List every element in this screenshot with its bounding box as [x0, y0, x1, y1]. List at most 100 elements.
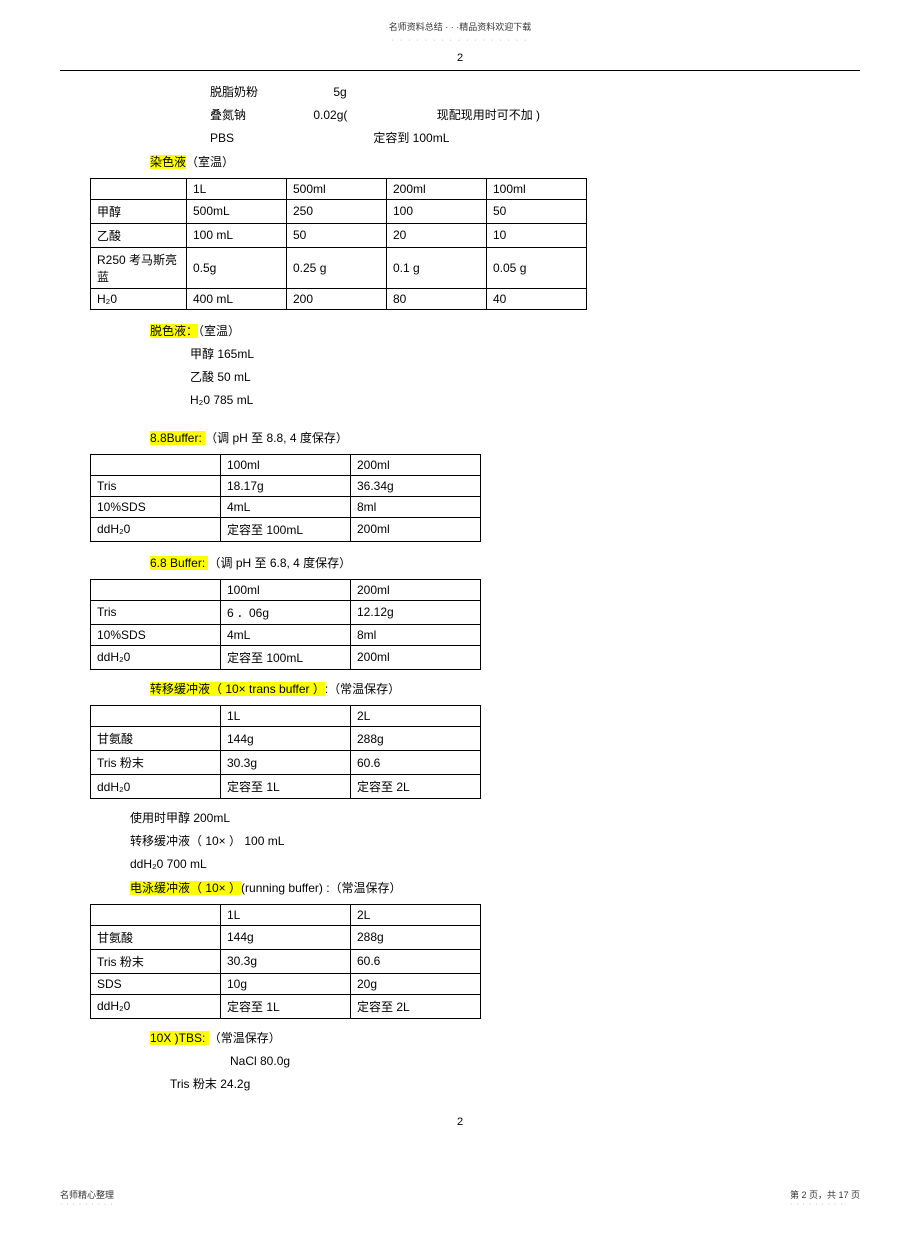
- usage-line: 使用时甲醇 200mL: [130, 807, 830, 830]
- highlight: 10X )TBS:: [150, 1031, 209, 1045]
- ingredient-line: 叠氮钠 0.02g( 现配现用时可不加 ): [210, 104, 830, 127]
- table-cell: 30.3g: [221, 751, 351, 775]
- table-cell: 288g: [351, 727, 481, 751]
- heading-rest: （调 pH 至 8.8, 4 度保存）: [205, 431, 348, 445]
- table-cell: SDS: [91, 973, 221, 994]
- header-text: 名师资料总结 · · ·精品资料欢迎下载: [60, 20, 860, 33]
- table-cell: 4mL: [221, 496, 351, 517]
- section-heading: 6.8 Buffer: （调 pH 至 6.8, 4 度保存）: [150, 552, 830, 575]
- table-cell: 288g: [351, 925, 481, 949]
- footer-dots: · · · · · · · · ·: [60, 1201, 114, 1208]
- table-cell: 2L: [351, 706, 481, 727]
- buffer-88-table: 100ml200ml Tris18.17g36.34g 10%SDS4mL8ml…: [90, 454, 481, 542]
- table-cell: 60.6: [351, 751, 481, 775]
- section-heading: 染色液（室温）: [150, 151, 830, 174]
- table-header-row: 100ml200ml: [91, 579, 481, 600]
- table-cell: 60.6: [351, 949, 481, 973]
- table-cell: ddH₂0: [91, 645, 221, 669]
- ingredient-line: Tris 粉末 24.2g: [170, 1073, 830, 1096]
- table-cell: 12.12g: [351, 600, 481, 624]
- buffer-68-table: 100ml200ml Tris6 ．06g12.12g 10%SDS4mL8ml…: [90, 579, 481, 670]
- horizontal-rule: [60, 70, 860, 71]
- table-cell: 4mL: [221, 624, 351, 645]
- table-cell: 200ml: [387, 178, 487, 199]
- table-row: Tris 粉末30.3g60.6: [91, 949, 481, 973]
- table-cell: 0.25 g: [287, 247, 387, 288]
- table-cell: 2L: [351, 904, 481, 925]
- table-row: 甲醇500mL25010050: [91, 199, 587, 223]
- heading-rest: （室温）: [186, 155, 234, 169]
- table-cell: 80: [387, 288, 487, 309]
- note: 现配现用时可不加 ): [437, 106, 540, 125]
- table-cell: 18.17g: [221, 475, 351, 496]
- table-cell: 1L: [221, 706, 351, 727]
- highlight: 6.8 Buffer:: [150, 556, 208, 570]
- section-heading: 电泳缓冲液（ 10× ）(running buffer) :（常温保存）: [130, 877, 830, 900]
- table-cell: 144g: [221, 727, 351, 751]
- footer-right: 第 2 页，共 17 页 · · · · · · · · ·: [790, 1188, 860, 1208]
- table-row: ddH₂0定容至 100mL200ml: [91, 517, 481, 541]
- ingredient-line: 脱脂奶粉 5g: [210, 81, 830, 104]
- table-cell: 40: [487, 288, 587, 309]
- label: PBS: [210, 129, 370, 148]
- table-cell: ddH₂0: [91, 775, 221, 799]
- table-cell: 8ml: [351, 496, 481, 517]
- heading-rest: （室温）: [198, 324, 240, 338]
- table-cell: 10%SDS: [91, 624, 221, 645]
- ingredient-line: 乙酸 50 mL: [190, 366, 830, 389]
- table-row: R250 考马斯亮蓝0.5g0.25 g0.1 g0.05 g: [91, 247, 587, 288]
- footer-right-text: 第 2 页，共 17 页: [790, 1188, 860, 1201]
- table-cell: 500ml: [287, 178, 387, 199]
- running-buffer-table: 1L2L 甘氨酸144g288g Tris 粉末30.3g60.6 SDS10g…: [90, 904, 481, 1019]
- table-cell: 100ml: [221, 454, 351, 475]
- table-row: 10%SDS4mL8ml: [91, 624, 481, 645]
- table-cell: H₂0: [91, 288, 187, 309]
- table-cell: ddH₂0: [91, 517, 221, 541]
- table-cell: 0.05 g: [487, 247, 587, 288]
- footer-left: 名师精心整理 · · · · · · · · ·: [60, 1188, 114, 1208]
- table-cell: 定容至 100mL: [221, 517, 351, 541]
- heading-rest: （调 pH 至 6.8, 4 度保存）: [208, 556, 351, 570]
- label: 叠氮钠: [210, 106, 310, 125]
- table-row: 甘氨酸144g288g: [91, 727, 481, 751]
- header-dots: · · · · · · · · · · · · · · · · ·: [60, 37, 860, 44]
- value: 5g: [333, 83, 346, 102]
- table-cell: 定容至 2L: [351, 775, 481, 799]
- table-cell: 1L: [221, 904, 351, 925]
- table-row: Tris6 ．06g12.12g: [91, 600, 481, 624]
- table-cell: 乙酸: [91, 223, 187, 247]
- table-row: ddH₂0定容至 1L定容至 2L: [91, 775, 481, 799]
- table-cell: 甲醇: [91, 199, 187, 223]
- table-cell: [91, 579, 221, 600]
- label: 脱脂奶粉: [210, 83, 330, 102]
- heading-rest: :（常温保存）: [326, 881, 401, 895]
- section-heading: 脱色液：（室温）: [150, 320, 830, 343]
- table-cell: 250: [287, 199, 387, 223]
- table-header-row: 1L 500ml 200ml 100ml: [91, 178, 587, 199]
- table-cell: 200: [287, 288, 387, 309]
- table-cell: 144g: [221, 925, 351, 949]
- table-cell: 400 mL: [187, 288, 287, 309]
- value: 定容到 100mL: [373, 129, 449, 148]
- table-cell: 6 ．06g: [221, 600, 351, 624]
- footer: 名师精心整理 · · · · · · · · · 第 2 页，共 17 页 · …: [60, 1188, 860, 1208]
- table-cell: 0.5g: [187, 247, 287, 288]
- table-cell: 8ml: [351, 624, 481, 645]
- heading-rest: （常温保存）: [209, 1031, 281, 1045]
- table-row: Tris 粉末30.3g60.6: [91, 751, 481, 775]
- table-cell: 200ml: [351, 454, 481, 475]
- page-number-top: 2: [60, 52, 860, 64]
- table-cell: Tris: [91, 600, 221, 624]
- table-row: SDS10g20g: [91, 973, 481, 994]
- ingredient-line: NaCl 80.0g: [230, 1050, 830, 1073]
- trans-buffer-table: 1L2L 甘氨酸144g288g Tris 粉末30.3g60.6 ddH₂0定…: [90, 705, 481, 799]
- table-cell: 1L: [187, 178, 287, 199]
- section-heading: 转移缓冲液（ 10× trans buffer ）:（常温保存）: [150, 678, 830, 701]
- table-cell: [91, 454, 221, 475]
- table-cell: 100ml: [221, 579, 351, 600]
- table-cell: ddH₂0: [91, 994, 221, 1018]
- heading-rest: :（常温保存）: [325, 682, 400, 696]
- table-cell: [91, 178, 187, 199]
- table-row: 10%SDS4mL8ml: [91, 496, 481, 517]
- table-cell: 10: [487, 223, 587, 247]
